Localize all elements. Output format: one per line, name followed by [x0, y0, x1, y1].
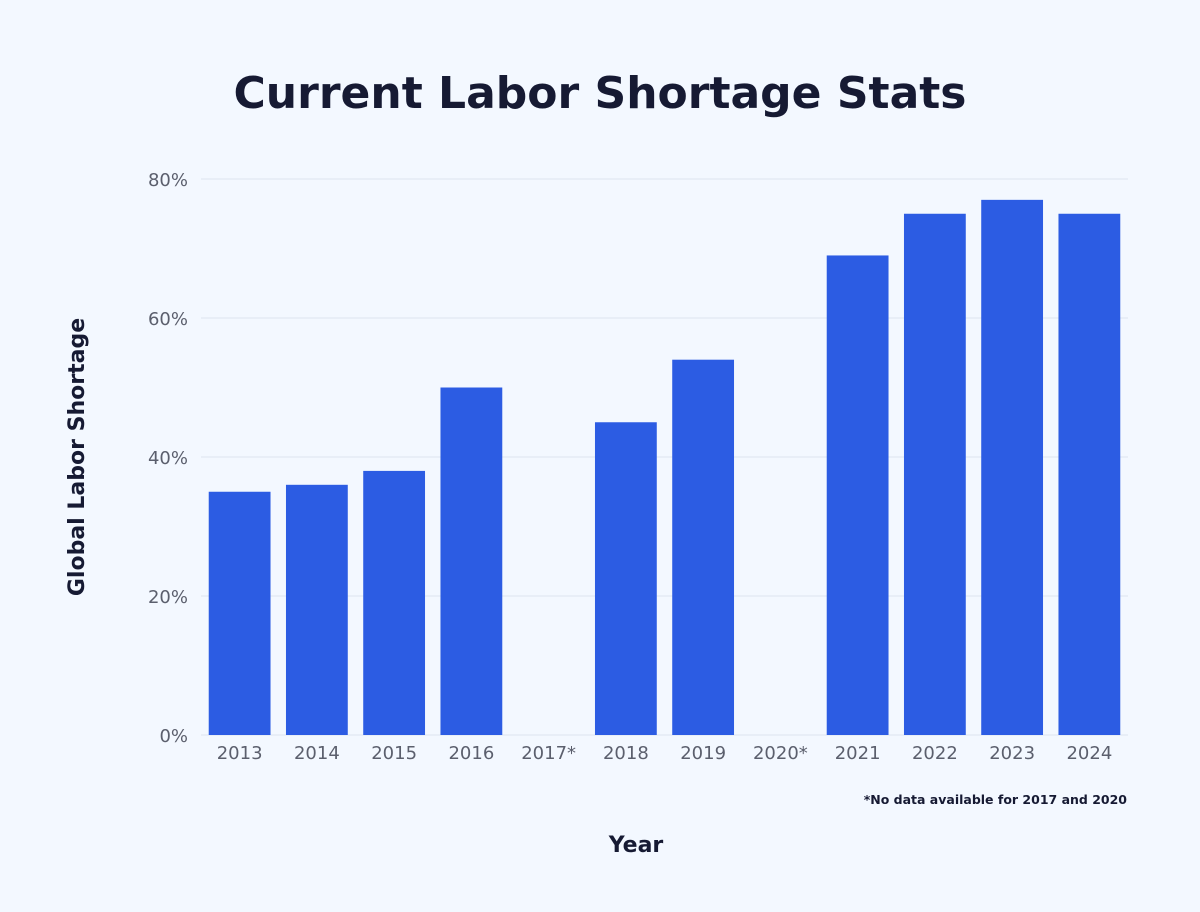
footnote: *No data available for 2017 and 2020 [864, 792, 1128, 807]
x-tick-label: 2024 [1066, 743, 1112, 764]
y-tick-label: 60% [148, 309, 188, 330]
bar-2014 [285, 484, 348, 735]
y-tick-label: 0% [159, 726, 188, 747]
x-tick-label: 2023 [989, 743, 1035, 764]
bar-2021 [826, 255, 889, 735]
chart-title: Current Labor Shortage Stats [234, 68, 967, 119]
bars [208, 199, 1121, 736]
x-tick-label: 2022 [912, 743, 958, 764]
x-tick-label: 2017* [521, 743, 576, 764]
bar-2016 [440, 387, 503, 735]
y-tick-label: 20% [148, 587, 188, 608]
gridlines [201, 178, 1128, 736]
x-tick-label: 2019 [680, 743, 726, 764]
bar-2013 [208, 491, 271, 735]
y-axis-title: Global Labor Shortage [65, 318, 90, 596]
x-tick-label: 2014 [294, 743, 340, 764]
x-axis-ticks: 2013 2014 2015 2016 2017* 2018 2019 2020* 2021 20… [217, 743, 1113, 764]
x-tick-label: 2016 [448, 743, 494, 764]
x-axis-title: Year [608, 833, 664, 858]
x-tick-label: 2020* [753, 743, 808, 764]
x-tick-label: 2021 [835, 743, 881, 764]
y-tick-label: 40% [148, 448, 188, 469]
bar-2024 [1058, 213, 1121, 735]
x-tick-label: 2018 [603, 743, 649, 764]
bar-2019 [672, 359, 735, 735]
bar-2023 [981, 199, 1044, 736]
bar-2018 [594, 422, 657, 735]
y-axis-ticks: 0% 20% 40% 60% 80% [148, 170, 188, 747]
bar-2022 [903, 213, 966, 735]
y-tick-label: 80% [148, 170, 188, 191]
x-tick-label: 2015 [371, 743, 417, 764]
x-tick-label: 2013 [217, 743, 263, 764]
bar-2015 [363, 470, 426, 735]
